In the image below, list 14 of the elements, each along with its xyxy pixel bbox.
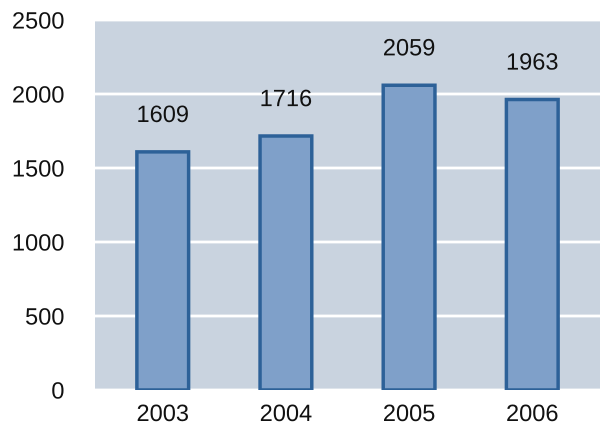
y-tick-label: 500 <box>26 308 64 325</box>
y-tick-label: 2500 <box>13 12 64 29</box>
y-tick-label: 1500 <box>14 160 64 177</box>
y-tick-label: 0 <box>52 382 64 399</box>
data-label: 1716 <box>261 90 312 106</box>
y-tick-label: 2000 <box>13 86 64 103</box>
x-tick-label: 2006 <box>507 404 558 422</box>
data-label: 1963 <box>508 53 558 70</box>
data-label: 2059 <box>384 38 434 56</box>
y-tick-label: 1000 <box>14 234 64 251</box>
x-tick-label: 2003 <box>138 404 188 422</box>
data-label: 1609 <box>138 105 188 122</box>
x-tick-label: 2005 <box>384 404 434 422</box>
x-tick-label: 2004 <box>260 404 312 422</box>
